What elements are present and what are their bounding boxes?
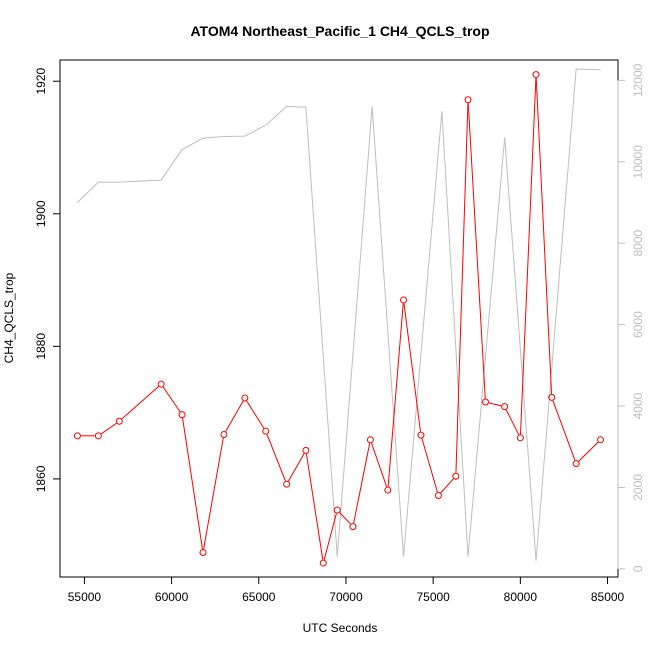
series-line-segment bbox=[339, 512, 351, 525]
y-tick-label: 1860 bbox=[34, 465, 48, 492]
series-line-segment bbox=[505, 409, 520, 435]
y-tick-label: 1880 bbox=[34, 333, 48, 360]
y-axis-label: CH4_QCLS_trop bbox=[2, 272, 16, 363]
data-point bbox=[481, 398, 489, 406]
data-point bbox=[241, 394, 249, 402]
data-point bbox=[572, 460, 580, 468]
series-line-segment bbox=[246, 400, 265, 429]
series-line-segment bbox=[535, 78, 553, 394]
series-line-segment bbox=[305, 453, 324, 560]
y2-tick-label: 6000 bbox=[631, 311, 645, 338]
data-point bbox=[452, 472, 460, 480]
series-line-segment bbox=[578, 441, 599, 462]
series-line-segment bbox=[121, 386, 159, 420]
data-point bbox=[220, 430, 228, 438]
chart-title: ATOM4 Northeast_Pacific_1 CH4_QCLS_trop bbox=[190, 23, 489, 39]
data-point bbox=[262, 427, 270, 435]
data-point bbox=[178, 411, 186, 419]
data-point bbox=[400, 296, 408, 304]
plot-area-frame bbox=[59, 59, 619, 578]
series-line-segment bbox=[520, 78, 537, 435]
series-line-segment bbox=[323, 513, 337, 560]
y-axis-left: 1860 1880 1900 1920 bbox=[34, 68, 61, 492]
x-tick-label: 70000 bbox=[329, 590, 363, 604]
series-line-segment bbox=[100, 422, 117, 435]
series-line-segment bbox=[488, 402, 502, 407]
y2-tick-label: 12000 bbox=[631, 63, 645, 97]
x-tick-label: 60000 bbox=[155, 590, 189, 604]
secondary-series-line bbox=[77, 68, 601, 561]
data-point bbox=[349, 523, 357, 531]
data-point bbox=[516, 434, 524, 442]
series-line-segment bbox=[287, 453, 305, 482]
x-tick-label: 65000 bbox=[242, 590, 276, 604]
data-point bbox=[597, 436, 605, 444]
series-line-segment bbox=[440, 478, 454, 494]
data-point bbox=[115, 417, 123, 425]
data-point bbox=[548, 393, 556, 401]
series-line-segment bbox=[455, 103, 469, 473]
series-line-segment bbox=[403, 303, 422, 432]
x-tick-label: 75000 bbox=[416, 590, 450, 604]
data-point bbox=[157, 380, 165, 388]
data-point bbox=[434, 491, 442, 499]
data-point bbox=[333, 506, 341, 514]
data-point bbox=[384, 486, 392, 494]
data-point bbox=[283, 480, 291, 488]
data-point bbox=[417, 431, 425, 439]
y2-tick-label: 4000 bbox=[631, 392, 645, 419]
data-point bbox=[73, 432, 81, 440]
series-line-segment bbox=[421, 438, 438, 493]
data-point bbox=[302, 446, 310, 454]
y2-tick-label: 8000 bbox=[631, 230, 645, 257]
data-point bbox=[366, 436, 374, 444]
series-line-segment bbox=[162, 386, 181, 413]
y2-tick-label: 2000 bbox=[631, 474, 645, 501]
y-axis-right: 0 2000 4000 6000 8000 10000 12000 bbox=[617, 63, 645, 572]
x-axis: 55000 60000 65000 70000 75000 80000 85000 bbox=[68, 576, 625, 604]
series-line-segment bbox=[225, 400, 244, 432]
data-point bbox=[319, 559, 327, 567]
series-line-segment bbox=[182, 417, 203, 550]
series-line-segment bbox=[467, 103, 486, 399]
data-point bbox=[464, 96, 472, 104]
data-point bbox=[94, 432, 102, 440]
x-tick-label: 80000 bbox=[504, 590, 538, 604]
series-line-segment bbox=[353, 443, 371, 524]
data-point bbox=[501, 403, 509, 411]
y2-tick-label: 0 bbox=[631, 565, 645, 572]
series-line-segment bbox=[203, 437, 224, 550]
y-tick-label: 1900 bbox=[34, 200, 48, 227]
data-point bbox=[199, 548, 207, 556]
x-tick-label: 85000 bbox=[591, 590, 625, 604]
series-layer bbox=[73, 68, 605, 567]
data-point bbox=[532, 71, 540, 79]
series-line-segment bbox=[266, 434, 286, 482]
y2-tick-label: 10000 bbox=[631, 145, 645, 179]
series-line-segment bbox=[552, 400, 576, 461]
x-tick-label: 55000 bbox=[68, 590, 102, 604]
x-axis-label: UTC Seconds bbox=[303, 621, 378, 635]
series-line-segment bbox=[387, 303, 404, 487]
y-tick-label: 1920 bbox=[34, 68, 48, 95]
series-line-segment bbox=[371, 442, 388, 488]
